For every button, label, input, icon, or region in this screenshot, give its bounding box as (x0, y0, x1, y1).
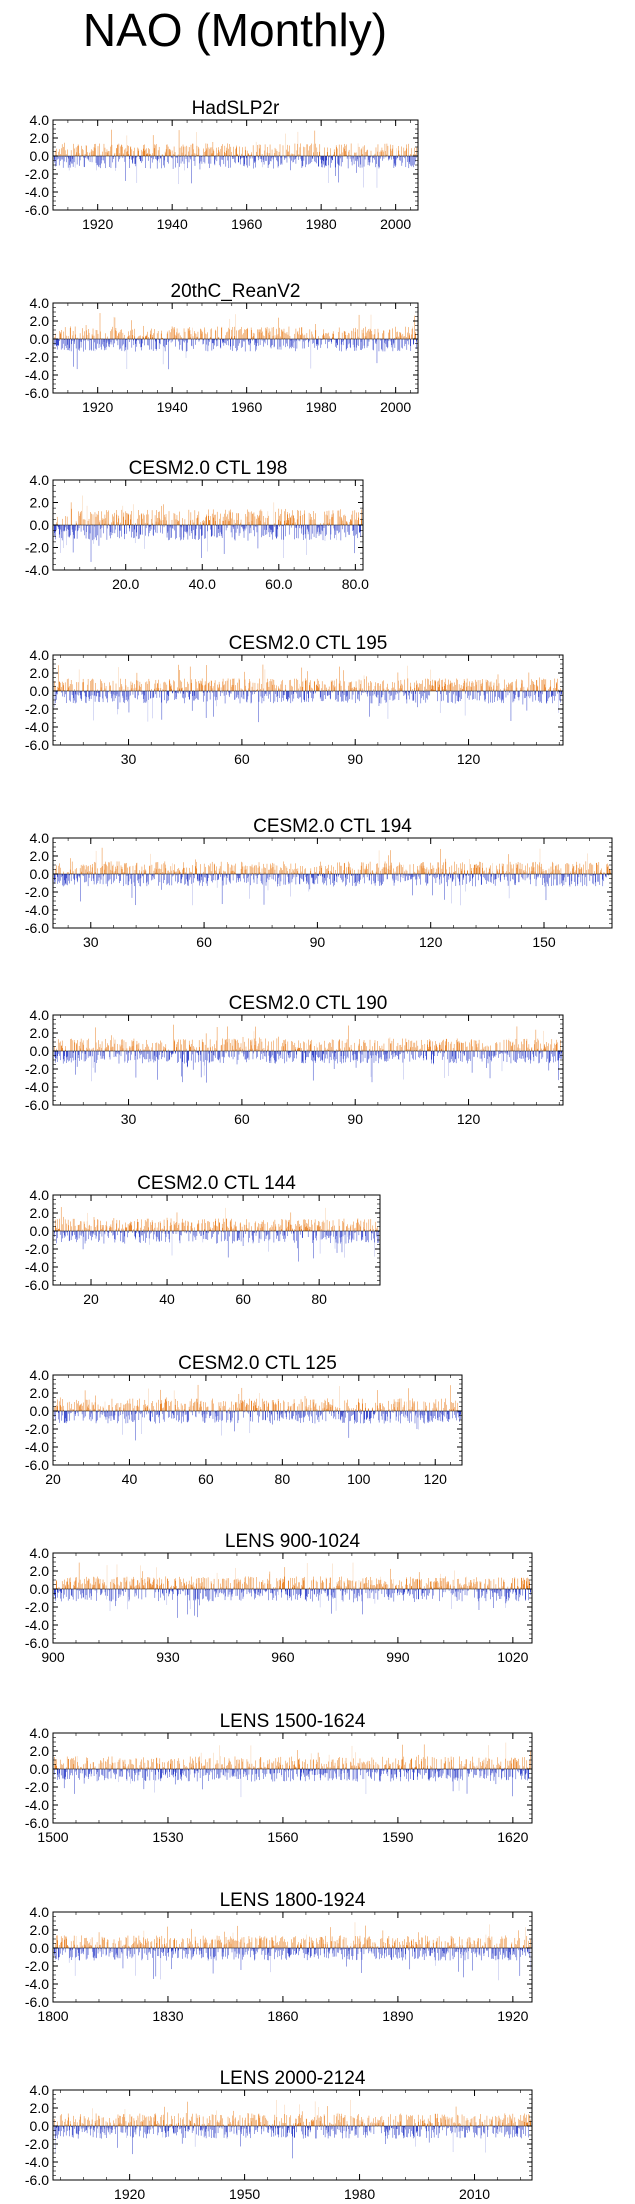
x-tick-label: 40.0 (189, 576, 216, 592)
x-tick-label: 1960 (231, 216, 262, 232)
panel-title: HadSLP2r (192, 98, 280, 119)
panel-title: CESM2.0 CTL 198 (129, 458, 288, 479)
chart-panel: CESM2.0 CTL 195 4.0 2.0 0.0 -2.0 -4.0 -6.0 30 60… (25, 633, 564, 767)
y-tick-label: -6.0 (25, 920, 49, 936)
bar-series (54, 847, 611, 906)
y-tick-label: 2.0 (30, 130, 50, 146)
x-tick-label: 30 (83, 934, 99, 950)
panel-title: CESM2.0 CTL 190 (229, 993, 388, 1014)
x-tick-label: 90 (347, 751, 363, 767)
y-tick-label: -2.0 (25, 166, 49, 182)
y-tick-label: -2.0 (25, 701, 49, 717)
x-tick-label: 20.0 (112, 576, 139, 592)
panel-title: 20thC_ReanV2 (171, 281, 301, 302)
y-tick-label: 4.0 (30, 472, 50, 488)
y-tick-label: -4.0 (25, 184, 49, 200)
y-tick-label: -6.0 (25, 737, 49, 753)
y-tick-label: -4.0 (25, 902, 49, 918)
y-tick-label: 2.0 (30, 665, 50, 681)
x-tick-label: 1940 (157, 399, 188, 415)
panel-title: CESM2.0 CTL 195 (229, 633, 388, 654)
x-tick-label: 1920 (82, 216, 113, 232)
x-tick-label: 120 (419, 934, 443, 950)
chart-panel: CESM2.0 CTL 198 4.0 2.0 0.0 -2.0 -4.0 20.0 40.0… (25, 458, 369, 592)
y-tick-label: 2.0 (30, 848, 50, 864)
y-tick-label: 4.0 (30, 647, 50, 663)
y-tick-label: -2.0 (25, 540, 49, 556)
x-tick-label: 1960 (231, 399, 262, 415)
chart-panel: HadSLP2r 4.0 2.0 0.0 -2.0 -4.0 -6.0 1920 1940 196… (25, 98, 419, 232)
y-tick-label: 0.0 (30, 148, 50, 164)
chart-panel: 20thC_ReanV2 4.0 2.0 0.0 -2.0 -4.0 -6.0 1920 194… (25, 281, 419, 415)
x-tick-label: 1920 (82, 399, 113, 415)
y-tick-label: -4.0 (25, 562, 49, 578)
bar-series (54, 664, 562, 723)
y-tick-label: -4.0 (25, 719, 49, 735)
x-tick-label: 30 (121, 751, 137, 767)
x-tick-label: 1940 (157, 216, 188, 232)
x-tick-label: 80.0 (342, 576, 369, 592)
bar-series (54, 129, 417, 188)
y-tick-label: 4.0 (30, 830, 50, 846)
x-tick-label: 60 (234, 751, 250, 767)
x-tick-label: 60.0 (265, 576, 292, 592)
x-tick-label: 1980 (306, 399, 337, 415)
y-tick-label: 0.0 (30, 683, 50, 699)
y-tick-label: 2.0 (30, 495, 50, 511)
panel-title: CESM2.0 CTL 194 (253, 816, 412, 837)
y-tick-label: -2.0 (25, 349, 49, 365)
y-tick-label: -4.0 (25, 367, 49, 383)
y-tick-label: 4.0 (30, 112, 50, 128)
x-tick-label: 120 (457, 751, 481, 767)
bar-series (54, 1024, 562, 1083)
x-tick-label: 2000 (380, 216, 411, 232)
y-tick-label: 0.0 (30, 866, 50, 882)
x-tick-label: 1980 (306, 216, 337, 232)
x-tick-label: 2000 (380, 399, 411, 415)
x-tick-label: 90 (310, 934, 326, 950)
y-tick-label: -2.0 (25, 884, 49, 900)
x-tick-label: 150 (532, 934, 556, 950)
y-tick-label: 4.0 (30, 295, 50, 311)
y-tick-label: 0.0 (30, 331, 50, 347)
y-tick-label: 0.0 (30, 517, 50, 533)
chart-panel: CESM2.0 CTL 194 4.0 2.0 0.0 -2.0 -4.0 -6.0 30 60… (25, 816, 613, 950)
y-tick-label: -6.0 (25, 385, 49, 401)
y-tick-label: -6.0 (25, 202, 49, 218)
bar-series (54, 313, 417, 370)
y-tick-label: 2.0 (30, 313, 50, 329)
bar-series (54, 495, 362, 562)
plot-frame (52, 119, 419, 211)
page-title: NAO (Monthly) (82, 4, 388, 56)
x-tick-label: 60 (196, 934, 212, 950)
